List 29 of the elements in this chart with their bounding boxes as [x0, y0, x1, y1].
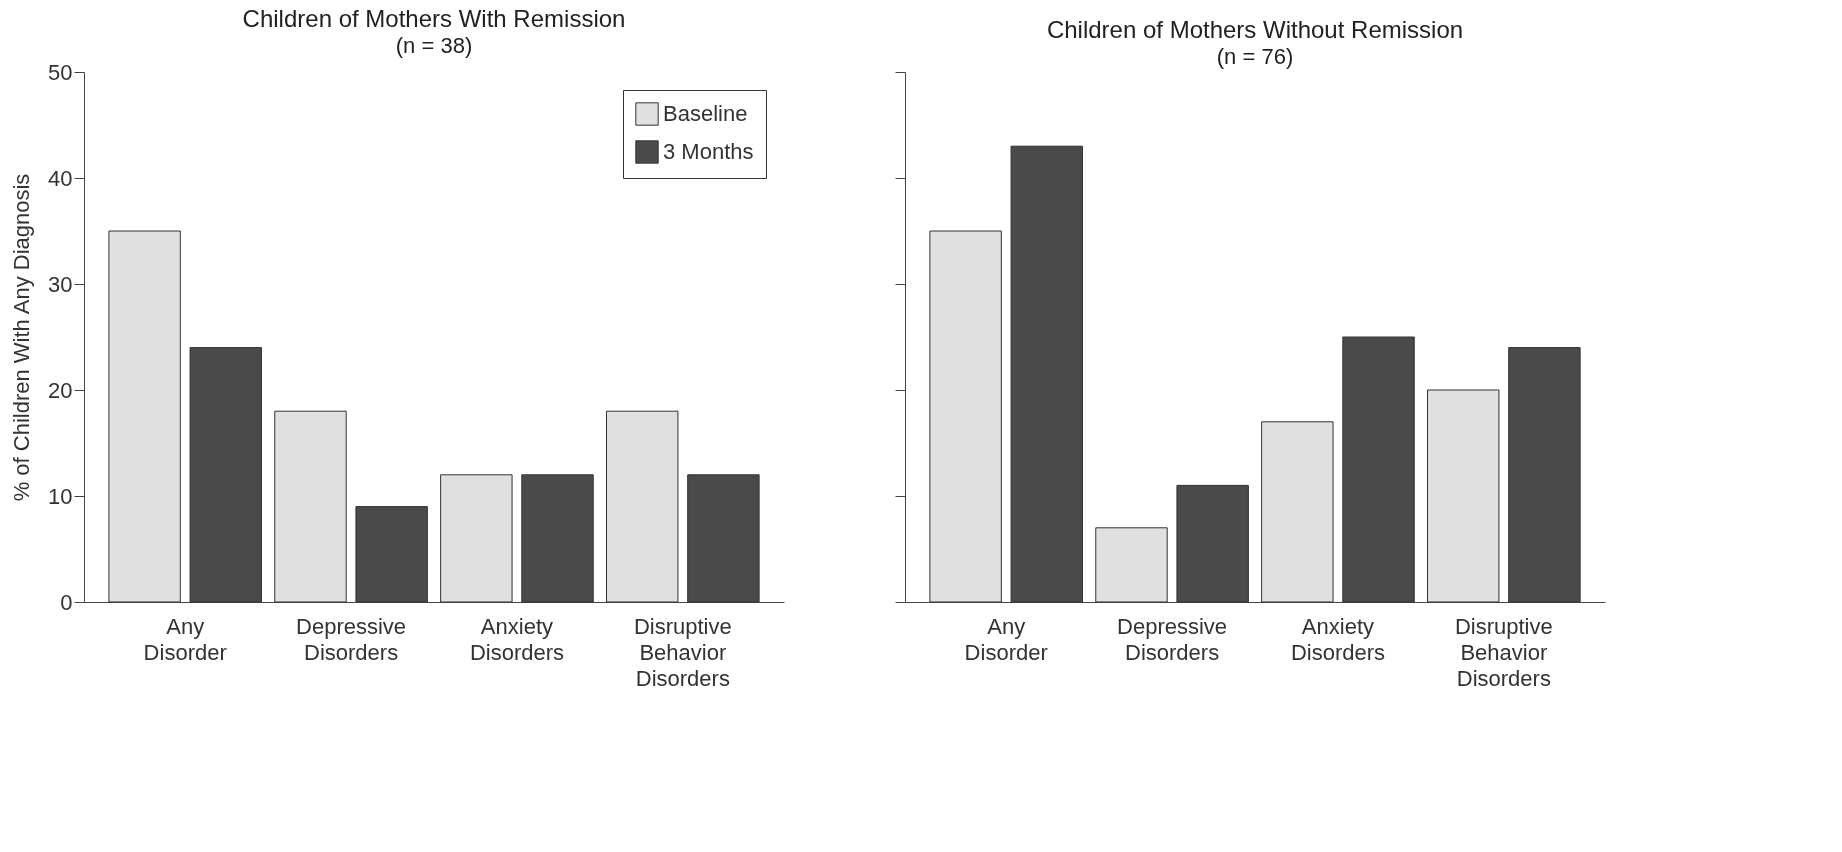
x-tick-label: Depressive Disorders: [1117, 613, 1228, 665]
legend-label: 3 Months: [663, 139, 754, 164]
y-tick-label: 30: [48, 271, 73, 297]
chart-title: Children of Mothers With Remission: [242, 5, 626, 32]
chart-subtitle: (n = 38): [395, 33, 473, 58]
chart-title: Children of Mothers Without Remission: [1046, 15, 1464, 43]
bar: [929, 230, 1002, 603]
x-tick-label: Depressive Disorders: [296, 613, 407, 665]
y-tick-label: 10: [48, 483, 73, 509]
x-tick-label: Any Disorder: [964, 613, 1048, 665]
bar: [274, 410, 347, 603]
legend-label: Baseline: [663, 101, 748, 126]
bar: [440, 474, 513, 603]
bar: [1261, 421, 1334, 603]
x-tick-label: Disruptive Behavior Disorders: [633, 613, 732, 691]
y-axis-title: % of Children With Any Diagnosis: [9, 173, 35, 502]
chart-subtitle: (n = 76): [1216, 43, 1294, 69]
bar: [108, 230, 181, 603]
x-tick-label: Disruptive Behavior Disorders: [1454, 613, 1553, 691]
bar: [1427, 389, 1500, 603]
y-tick-label: 50: [48, 59, 73, 85]
bar: [1095, 527, 1168, 603]
x-tick-label: Any Disorder: [143, 613, 227, 665]
y-tick-label: 40: [48, 165, 73, 191]
x-tick-label: Anxiety Disorders: [469, 613, 565, 665]
bar: [606, 410, 679, 603]
y-tick-label: 20: [48, 377, 73, 403]
y-tick-label: 0: [60, 589, 73, 615]
x-tick-label: Anxiety Disorders: [1290, 613, 1386, 665]
